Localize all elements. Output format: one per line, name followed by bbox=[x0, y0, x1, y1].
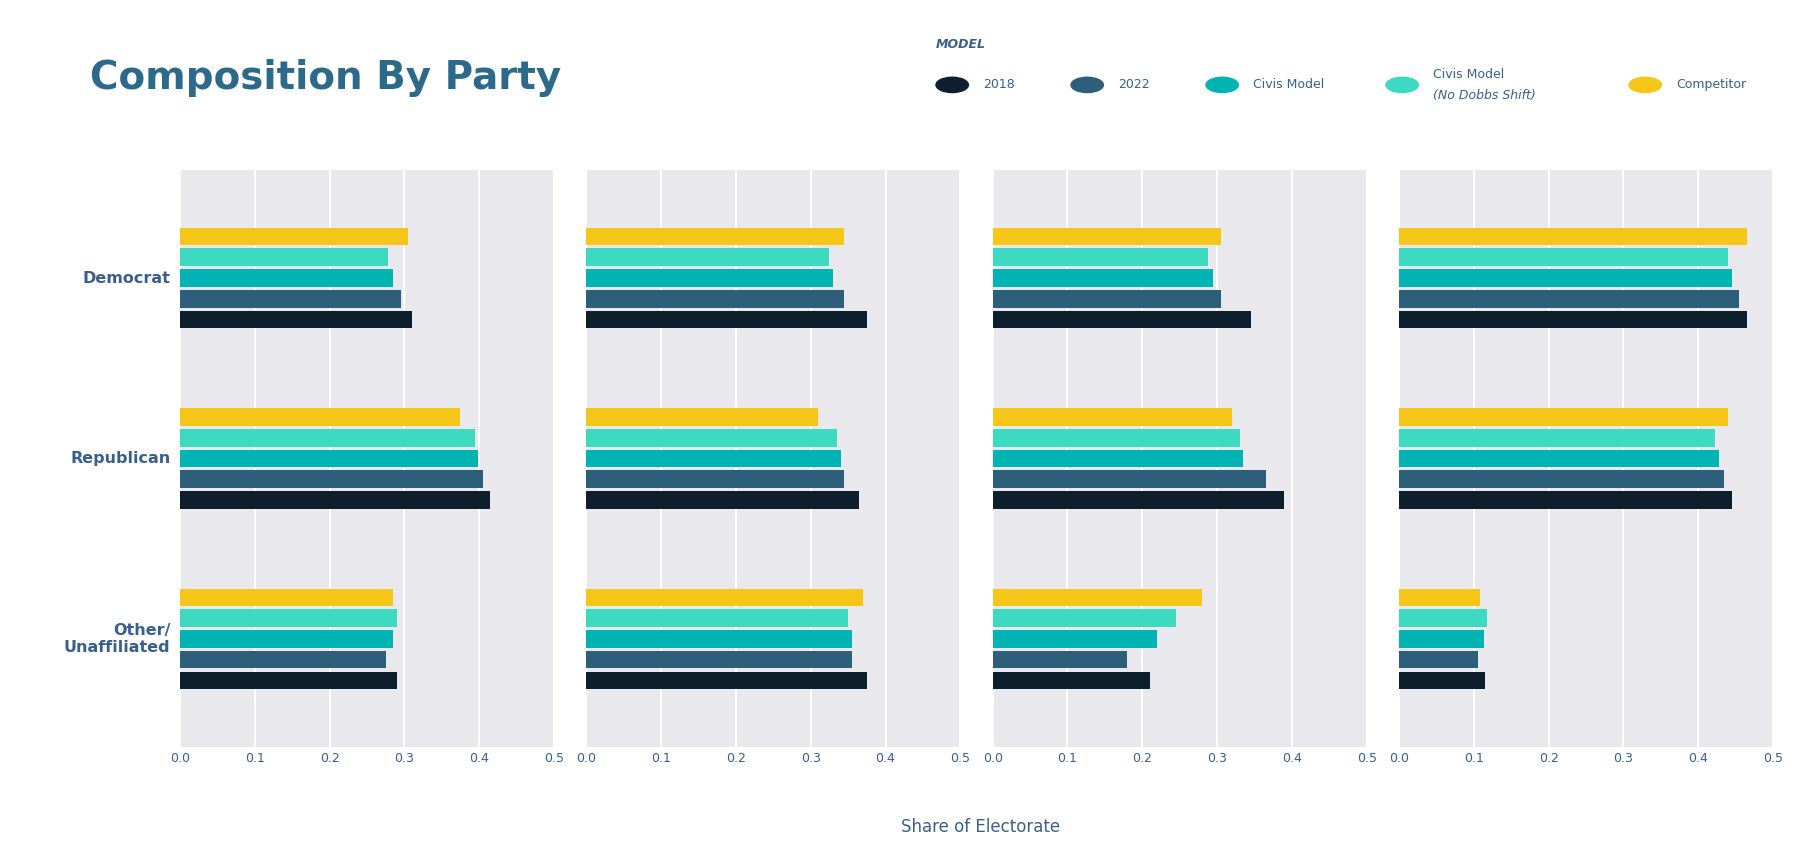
Bar bbox=[180, 651, 385, 668]
Bar bbox=[180, 290, 401, 307]
Bar bbox=[994, 672, 1150, 689]
Bar bbox=[180, 630, 392, 648]
Bar bbox=[994, 408, 1231, 426]
Text: N E V A D A: N E V A D A bbox=[1130, 139, 1228, 154]
Text: Competitor: Competitor bbox=[1676, 78, 1746, 92]
Bar bbox=[180, 249, 389, 266]
Bar bbox=[587, 269, 833, 287]
Bar bbox=[1399, 491, 1732, 509]
Bar bbox=[994, 651, 1127, 668]
Bar bbox=[180, 672, 396, 689]
Bar bbox=[1399, 588, 1480, 606]
Bar bbox=[587, 651, 851, 668]
Bar bbox=[994, 429, 1240, 447]
Bar bbox=[587, 290, 844, 307]
Bar bbox=[1399, 470, 1724, 488]
Bar bbox=[180, 491, 490, 509]
Bar bbox=[180, 470, 482, 488]
Bar bbox=[1399, 408, 1728, 426]
Bar bbox=[180, 610, 396, 627]
Bar bbox=[180, 450, 477, 467]
Bar bbox=[1399, 672, 1485, 689]
Bar bbox=[994, 269, 1213, 287]
Bar bbox=[587, 470, 844, 488]
Bar bbox=[587, 588, 862, 606]
Bar bbox=[1399, 228, 1746, 245]
Bar bbox=[994, 450, 1244, 467]
Bar bbox=[994, 311, 1251, 329]
Bar bbox=[1399, 269, 1732, 287]
Bar bbox=[1399, 651, 1478, 668]
Bar bbox=[994, 470, 1265, 488]
Text: A R I Z O N A: A R I Z O N A bbox=[313, 139, 421, 154]
Bar bbox=[587, 311, 868, 329]
Bar bbox=[1399, 610, 1487, 627]
Bar bbox=[587, 491, 859, 509]
Text: N O R T H   C A R O L I N A: N O R T H C A R O L I N A bbox=[662, 139, 884, 154]
Bar bbox=[994, 610, 1175, 627]
Bar bbox=[180, 269, 392, 287]
Bar bbox=[994, 491, 1285, 509]
Bar bbox=[587, 429, 837, 447]
Text: Share of Electorate: Share of Electorate bbox=[902, 818, 1060, 836]
Bar bbox=[1399, 249, 1728, 266]
Bar bbox=[587, 630, 851, 648]
Bar bbox=[587, 450, 841, 467]
Text: P E N N S Y L V A N I A: P E N N S Y L V A N I A bbox=[1490, 139, 1681, 154]
Bar bbox=[994, 290, 1220, 307]
Bar bbox=[994, 630, 1157, 648]
Bar bbox=[994, 228, 1220, 245]
Bar bbox=[587, 408, 819, 426]
Text: (No Dobbs Shift): (No Dobbs Shift) bbox=[1433, 89, 1535, 102]
Bar bbox=[1399, 450, 1719, 467]
Bar bbox=[994, 249, 1208, 266]
Text: 2022: 2022 bbox=[1118, 78, 1150, 92]
Bar bbox=[1399, 311, 1746, 329]
Bar bbox=[180, 429, 475, 447]
Bar bbox=[180, 311, 412, 329]
Bar bbox=[994, 588, 1202, 606]
Text: MODEL: MODEL bbox=[936, 38, 986, 51]
Bar bbox=[1399, 630, 1483, 648]
Text: 2018: 2018 bbox=[983, 78, 1015, 92]
Text: Composition By Party: Composition By Party bbox=[90, 59, 562, 98]
Bar bbox=[587, 672, 868, 689]
Bar bbox=[587, 610, 848, 627]
Bar bbox=[1399, 290, 1739, 307]
Bar bbox=[180, 228, 409, 245]
Bar bbox=[587, 249, 830, 266]
Bar bbox=[1399, 429, 1715, 447]
Text: Civis Model: Civis Model bbox=[1253, 78, 1325, 92]
Bar bbox=[587, 228, 844, 245]
Bar bbox=[180, 408, 461, 426]
Text: Civis Model: Civis Model bbox=[1433, 68, 1505, 81]
Bar bbox=[180, 588, 392, 606]
